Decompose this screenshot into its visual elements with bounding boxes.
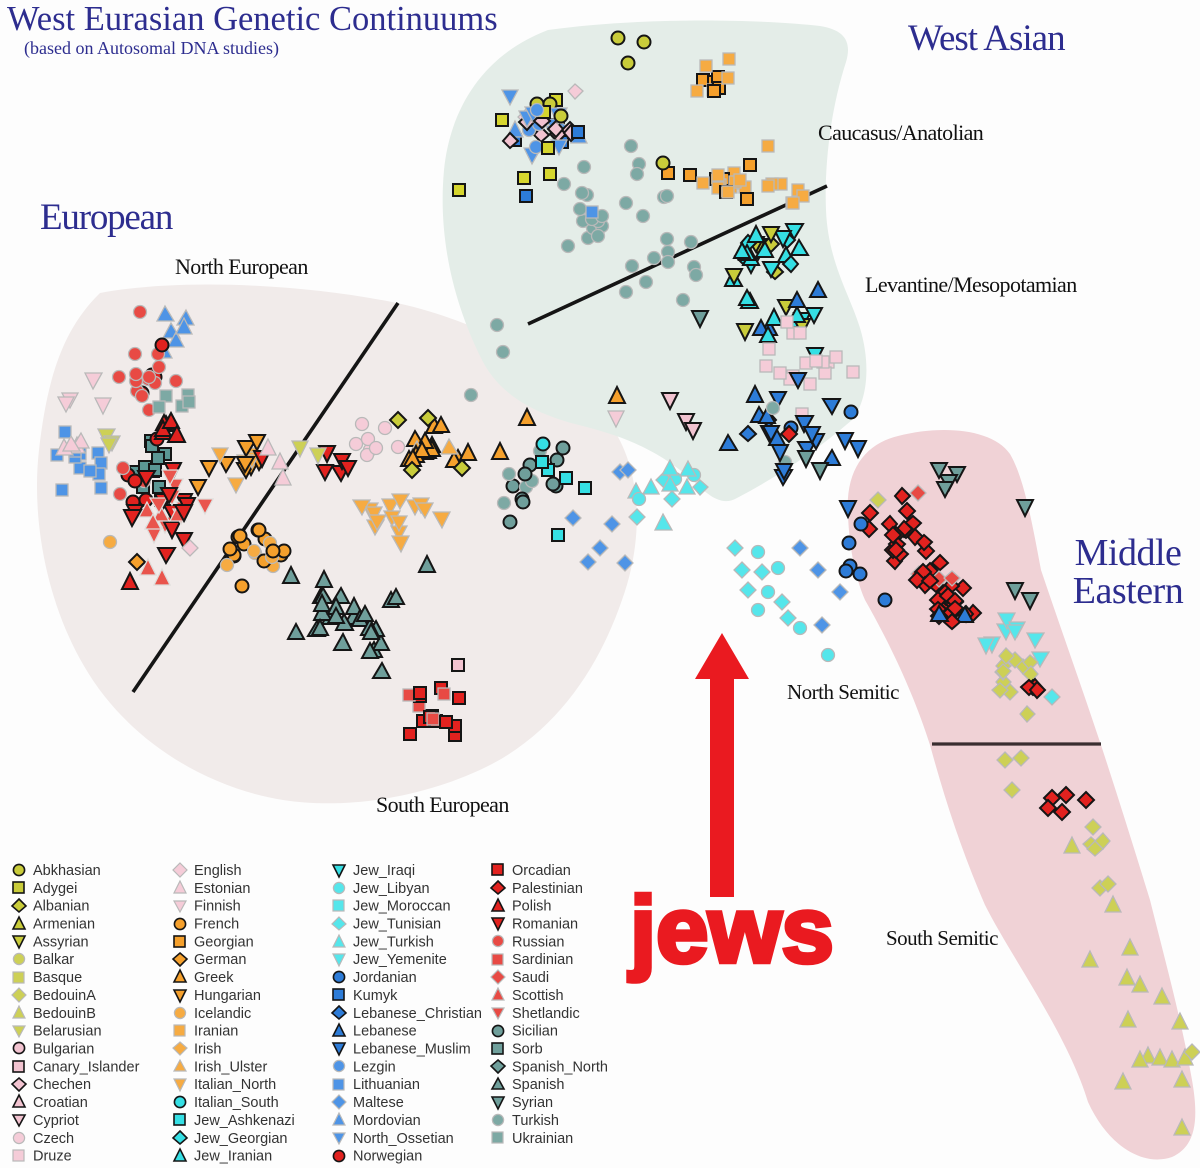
svg-text:Druze: Druze: [33, 1149, 72, 1165]
svg-text:North European: North European: [175, 254, 308, 279]
svg-text:North Semitic: North Semitic: [787, 680, 899, 704]
svg-text:Georgian: Georgian: [194, 934, 254, 950]
svg-text:Lebanese_Muslim: Lebanese_Muslim: [353, 1042, 471, 1058]
svg-text:Czech: Czech: [33, 1131, 74, 1147]
svg-text:Lebanese: Lebanese: [353, 1024, 417, 1040]
svg-text:Saudi: Saudi: [512, 970, 549, 986]
svg-text:Polish: Polish: [512, 899, 552, 915]
svg-text:Armenian: Armenian: [33, 917, 95, 933]
svg-text:Mordovian: Mordovian: [353, 1113, 421, 1129]
svg-text:Syrian: Syrian: [512, 1095, 553, 1111]
svg-text:Greek: Greek: [194, 970, 234, 986]
svg-text:Jew_Iraqi: Jew_Iraqi: [353, 863, 415, 879]
svg-text:Sardinian: Sardinian: [512, 952, 573, 968]
svg-text:Sicilian: Sicilian: [512, 1024, 558, 1040]
svg-text:Jew_Turkish: Jew_Turkish: [353, 934, 434, 950]
svg-text:Lebanese_Christian: Lebanese_Christian: [353, 1006, 482, 1022]
svg-text:Hungarian: Hungarian: [194, 988, 261, 1004]
svg-text:Kumyk: Kumyk: [353, 988, 398, 1004]
svg-text:English: English: [194, 863, 242, 879]
svg-text:West Asian: West Asian: [908, 18, 1065, 59]
svg-text:Italian_North: Italian_North: [194, 1077, 276, 1093]
svg-text:Romanian: Romanian: [512, 917, 578, 933]
svg-text:Sorb: Sorb: [512, 1042, 543, 1058]
svg-text:Finnish: Finnish: [194, 899, 241, 915]
svg-text:Scottish: Scottish: [512, 988, 564, 1004]
svg-text:Levantine/Mesopotamian: Levantine/Mesopotamian: [865, 272, 1077, 297]
svg-text:West Eurasian Genetic Continuu: West Eurasian Genetic Continuums: [7, 0, 498, 38]
svg-text:Bulgarian: Bulgarian: [33, 1042, 94, 1058]
svg-text:Jew_Georgian: Jew_Georgian: [194, 1131, 288, 1147]
svg-text:(based on Autosomal DNA studie: (based on Autosomal DNA studies): [24, 38, 279, 59]
svg-text:Irish_Ulster: Irish_Ulster: [194, 1059, 267, 1075]
svg-text:Middle: Middle: [1075, 532, 1182, 574]
svg-text:Croatian: Croatian: [33, 1095, 88, 1111]
svg-text:Icelandic: Icelandic: [194, 1006, 251, 1022]
svg-text:Spanish_North: Spanish_North: [512, 1059, 608, 1075]
svg-text:Jew_Tunisian: Jew_Tunisian: [353, 917, 441, 933]
svg-text:Basque: Basque: [33, 970, 82, 986]
svg-text:French: French: [194, 917, 239, 933]
svg-text:South European: South European: [376, 792, 509, 817]
svg-text:Orcadian: Orcadian: [512, 863, 571, 879]
svg-text:Chechen: Chechen: [33, 1077, 91, 1093]
svg-text:Abkhasian: Abkhasian: [33, 863, 101, 879]
svg-text:Albanian: Albanian: [33, 899, 89, 915]
svg-text:Adygei: Adygei: [33, 881, 77, 897]
svg-text:Palestinian: Palestinian: [512, 881, 583, 897]
svg-text:Norwegian: Norwegian: [353, 1149, 422, 1165]
svg-text:Jew_Moroccan: Jew_Moroccan: [353, 899, 451, 915]
svg-text:Cypriot: Cypriot: [33, 1113, 79, 1129]
svg-text:Belarusian: Belarusian: [33, 1024, 102, 1040]
svg-text:Russian: Russian: [512, 934, 564, 950]
svg-text:Canary_Islander: Canary_Islander: [33, 1059, 140, 1075]
svg-text:Caucasus/Anatolian: Caucasus/Anatolian: [818, 120, 984, 145]
svg-text:Shetlandic: Shetlandic: [512, 1006, 580, 1022]
svg-text:BedouinB: BedouinB: [33, 1006, 96, 1022]
svg-text:Jew_Ashkenazi: Jew_Ashkenazi: [194, 1113, 295, 1129]
svg-text:Iranian: Iranian: [194, 1024, 238, 1040]
svg-text:Irish: Irish: [194, 1042, 221, 1058]
svg-text:German: German: [194, 952, 246, 968]
svg-text:South Semitic: South Semitic: [886, 926, 998, 950]
svg-text:Jew_Iranian: Jew_Iranian: [194, 1149, 272, 1165]
svg-text:Assyrian: Assyrian: [33, 934, 89, 950]
svg-text:Jew_Yemenite: Jew_Yemenite: [353, 952, 447, 968]
svg-text:Maltese: Maltese: [353, 1095, 404, 1111]
svg-text:Italian_South: Italian_South: [194, 1095, 279, 1111]
svg-text:Eastern: Eastern: [1073, 570, 1184, 612]
svg-text:North_Ossetian: North_Ossetian: [353, 1131, 454, 1147]
svg-text:Lezgin: Lezgin: [353, 1059, 396, 1075]
svg-text:Lithuanian: Lithuanian: [353, 1077, 420, 1093]
svg-text:Spanish: Spanish: [512, 1077, 564, 1093]
svg-text:Balkar: Balkar: [33, 952, 74, 968]
svg-text:Turkish: Turkish: [512, 1113, 559, 1129]
svg-text:Jew_Libyan: Jew_Libyan: [353, 881, 430, 897]
svg-text:BedouinA: BedouinA: [33, 988, 96, 1004]
svg-text:Ukrainian: Ukrainian: [512, 1131, 573, 1147]
svg-text:European: European: [40, 197, 173, 238]
svg-text:jews: jews: [628, 877, 834, 982]
svg-text:Jordanian: Jordanian: [353, 970, 417, 986]
svg-text:Estonian: Estonian: [194, 881, 250, 897]
